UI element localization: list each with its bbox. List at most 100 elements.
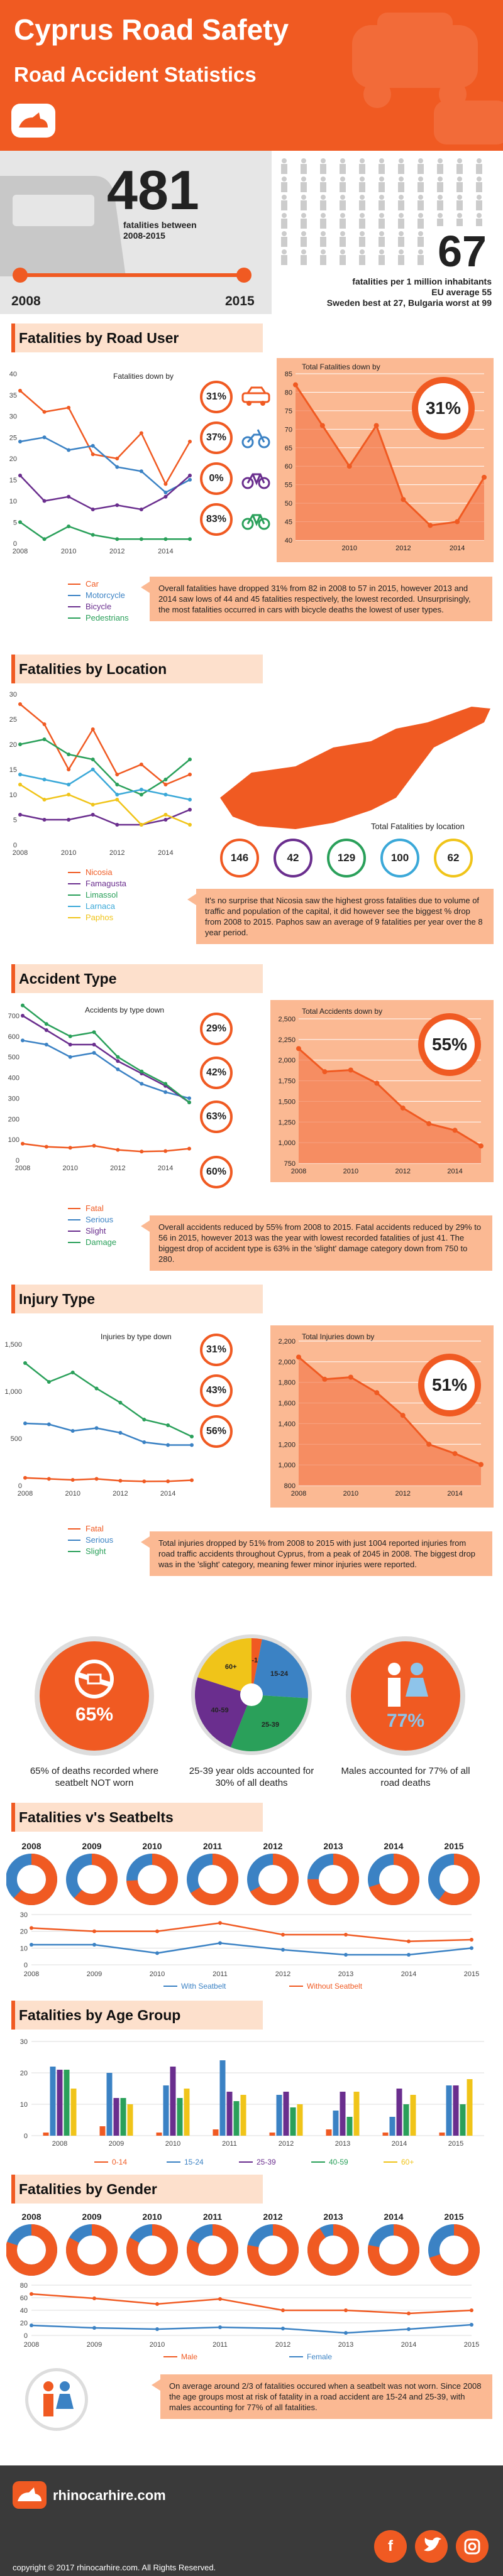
person-head [321, 231, 326, 236]
chart-title: Total Fatalities down by [302, 362, 380, 371]
person-body [398, 255, 404, 265]
person-body [301, 255, 307, 265]
pie-center [240, 1683, 263, 1706]
donut-year: 2010 [142, 1841, 162, 1851]
data-point [188, 477, 192, 482]
data-point [23, 1361, 27, 1365]
person-body [417, 219, 424, 229]
y-tick-label: 25 [9, 716, 17, 724]
person-head [418, 213, 423, 218]
series-line-fatal [25, 1477, 192, 1482]
person-icon [379, 195, 385, 210]
seatbelt-chart: 0 10 20 30 2008 2009 2010 2011 2012 2013 2014 2015 W… [20, 1911, 479, 1991]
bar [106, 2073, 113, 2136]
data-point [118, 1479, 123, 1483]
chart-title: Total Injuries down by [302, 1332, 374, 1341]
data-point [21, 1003, 25, 1008]
person-body [398, 200, 404, 210]
data-point [452, 1128, 458, 1133]
person-head [282, 249, 287, 254]
bar [64, 2070, 70, 2136]
accident-total-chart: 750 1,000 1,250 1,500 1,750 2,000 2,250 2,500 20… [278, 1007, 484, 1175]
x-tick-label: 2009 [87, 2341, 102, 2349]
person-head [399, 158, 404, 163]
data-point [140, 1069, 144, 1073]
y-tick-label: 35 [9, 392, 17, 399]
area-line [298, 1048, 482, 1147]
data-point [30, 2323, 33, 2327]
data-point [455, 519, 460, 524]
section-gender: Fatalities by Gender [11, 2175, 263, 2204]
person-head [340, 177, 345, 182]
data-point [42, 435, 47, 440]
data-point [163, 783, 168, 786]
area-fill [299, 1357, 481, 1486]
instagram-icon[interactable] [456, 2530, 489, 2563]
location-legend: Nicosia Famagusta Limassol Larnaca Papho… [68, 867, 126, 923]
twitter-icon[interactable] [415, 2530, 448, 2563]
donut-segment [307, 2224, 359, 2276]
data-point [344, 1933, 348, 1937]
data-point [218, 2325, 222, 2329]
donut-year: 2011 [203, 1841, 223, 1851]
data-point [47, 1477, 51, 1481]
person-body [398, 164, 404, 174]
bar [326, 2129, 332, 2136]
person-head [282, 158, 287, 163]
y-tick-label: 20 [20, 2070, 28, 2077]
person-head [399, 177, 404, 182]
person-body [456, 219, 463, 229]
person-head [301, 158, 306, 163]
person-body [456, 164, 463, 174]
data-point [470, 1938, 473, 1942]
data-point [373, 423, 379, 428]
data-point [42, 798, 47, 802]
data-point [67, 783, 71, 786]
legend-bicycle: Bicycle [68, 601, 129, 612]
facebook-icon[interactable]: f [374, 2530, 407, 2563]
pie-slice-0-14 [252, 1638, 262, 1695]
bar [346, 2117, 353, 2136]
y-tick-label: 10 [9, 791, 17, 799]
data-point [163, 1149, 168, 1153]
seatbelt-icon [75, 1660, 114, 1698]
seatbelt-donuts: 2008 2009 2010 2011 2012 2013 2014 2015 [6, 1841, 480, 1905]
person-body [417, 200, 424, 210]
x-tick-label: 2010 [341, 545, 357, 552]
donut-year: 2015 [444, 2212, 463, 2222]
x-tick-label: 2015 [464, 1970, 479, 1978]
y-tick-label: 0 [18, 1482, 22, 1490]
person-icon [417, 213, 424, 229]
data-point [18, 389, 22, 393]
person-head [282, 177, 287, 182]
bar [283, 2092, 289, 2136]
pct-serious: 42% [200, 1057, 233, 1089]
person-icon [456, 158, 463, 174]
person-body [359, 255, 365, 265]
data-point [188, 440, 192, 443]
data-point [23, 1475, 27, 1480]
person-icon [398, 158, 404, 174]
y-tick-label: 800 [284, 1482, 296, 1490]
area-fill [299, 1048, 481, 1163]
y-tick-label: 30 [20, 1911, 28, 1919]
person-head [321, 158, 326, 163]
pct-bicycle: 0% [200, 462, 233, 495]
data-point [94, 1386, 99, 1391]
footer-logo[interactable]: rhinocarhire.com [53, 2487, 166, 2503]
x-tick-label: 2008 [15, 1165, 30, 1172]
y-tick-label: 1,000 [278, 1139, 296, 1147]
person-icon [281, 231, 287, 247]
data-point [296, 1354, 301, 1360]
pct-injury-slight: 56% [200, 1415, 233, 1448]
copyright: copyright © 2017 rhinocarhire.com. All R… [13, 2563, 216, 2572]
data-point [42, 537, 47, 541]
x-tick-label: 2010 [61, 849, 76, 857]
data-point [139, 431, 143, 435]
data-point [67, 793, 71, 796]
location-total-larnaca: 100 [380, 839, 419, 878]
data-point [348, 1374, 353, 1380]
person-icon [301, 231, 307, 247]
data-point [91, 452, 95, 457]
legend-label: Without Seatbelt [307, 1982, 363, 1991]
